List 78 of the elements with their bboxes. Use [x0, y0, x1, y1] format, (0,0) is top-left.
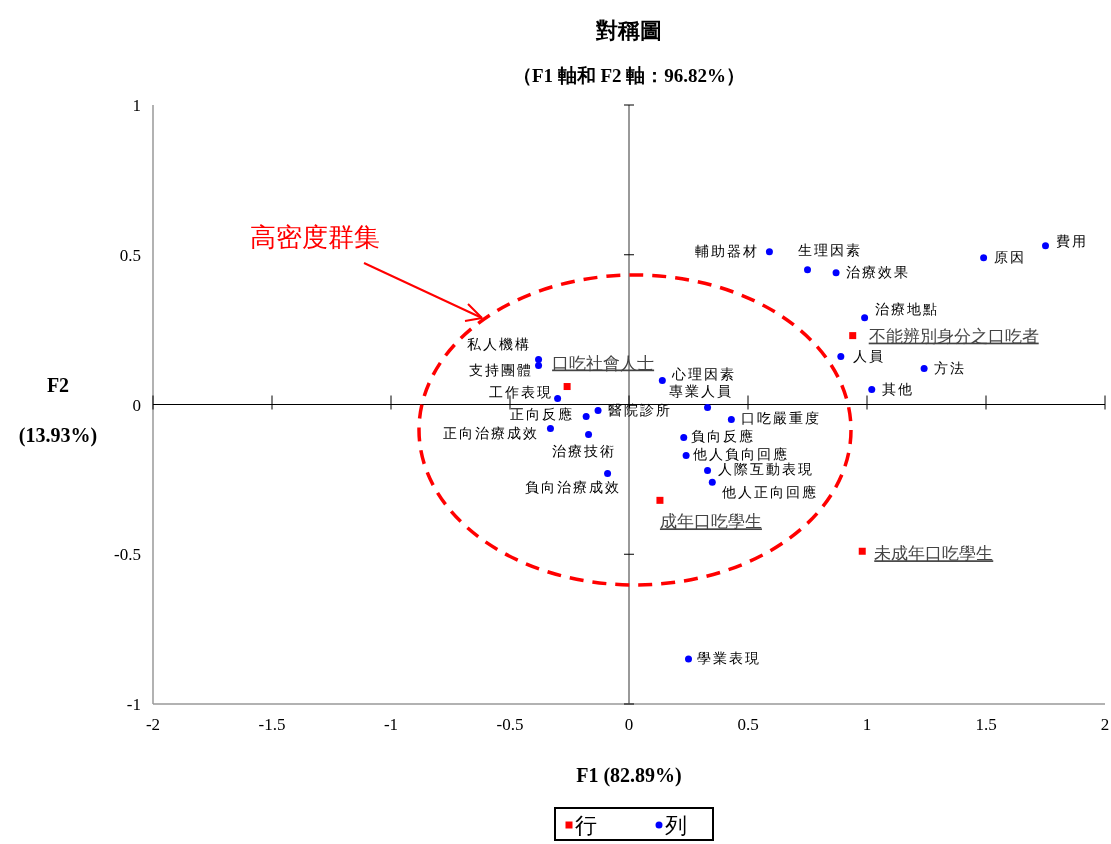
y-tick-label: 1: [132, 96, 141, 115]
point: [727, 415, 735, 423]
point: [656, 496, 664, 504]
point: [1042, 242, 1049, 250]
x-tick-label: 0: [624, 715, 634, 734]
data-label: 心理因素: [671, 366, 737, 382]
data-label: 正向治療成效: [443, 426, 540, 442]
point: [680, 433, 688, 441]
point: [585, 430, 593, 438]
point: [868, 386, 876, 394]
data-label: 其他: [881, 381, 914, 397]
point: [765, 248, 773, 256]
point: [704, 466, 712, 474]
x-tick-label: -2: [145, 715, 161, 734]
data-label: 原因: [993, 249, 1026, 265]
data-label: 方法: [934, 360, 967, 376]
point: [594, 406, 602, 414]
point: [682, 451, 690, 459]
data-label: 負向治療成效: [524, 480, 621, 496]
point: [837, 353, 845, 361]
data-label: 生理因素: [797, 242, 862, 258]
data-label: 他人正向回應: [722, 485, 819, 501]
data-label: 人際互動表現: [717, 462, 814, 478]
data-label: 成年口吃學生: [659, 511, 762, 532]
data-label: 輔助器材: [695, 243, 760, 259]
legend-label: 列: [665, 813, 687, 838]
point: [658, 377, 666, 385]
x-tick-label: 0.5: [737, 715, 759, 734]
x-tick-label: 2: [1100, 715, 1110, 734]
data-label: 人員: [852, 348, 885, 364]
point: [685, 655, 692, 663]
legend-label: 行: [575, 813, 597, 838]
point: [535, 362, 543, 370]
point: [804, 266, 811, 274]
x-tick-label: 1.5: [975, 715, 997, 734]
data-label: 工作表現: [488, 384, 553, 400]
y-tick-label: 0: [132, 395, 141, 415]
point: [604, 469, 612, 477]
data-label: 治療效果: [846, 264, 911, 280]
point: [861, 314, 869, 322]
point: [832, 269, 840, 277]
data-label: 不能辨別身分之口吃者: [868, 325, 1039, 346]
point: [704, 404, 712, 411]
point: [708, 478, 716, 486]
data-label: 支持團體: [468, 362, 533, 378]
point: [563, 383, 571, 391]
x-axis-title: F1 (82.89%): [576, 764, 682, 787]
data-label: 學業表現: [696, 651, 761, 667]
annotation: 高密度群集: [250, 222, 380, 252]
point: [920, 365, 928, 373]
data-label: 私人機構: [466, 336, 531, 352]
data-label: 費用: [1055, 233, 1088, 249]
y-tick-label: 0.5: [119, 245, 141, 265]
point: [535, 356, 543, 364]
point: [582, 412, 590, 420]
point: [849, 332, 857, 340]
text: F2 (13.93%): [18, 374, 98, 446]
data-label: 治療地點: [874, 301, 939, 317]
x-tick-label: -1: [383, 715, 399, 734]
point: [858, 547, 866, 555]
point: [554, 395, 562, 403]
point: [980, 254, 988, 262]
data-label: 正向反應: [510, 407, 575, 423]
data-label: 負向反應: [690, 429, 755, 445]
x-tick-label: -0.5: [496, 715, 524, 734]
x-tick-label: -1.5: [258, 715, 286, 734]
data-label: 他人負向回應: [693, 447, 790, 463]
data-label: 口吃嚴重度: [741, 411, 822, 427]
data-label: 未成年口吃學生: [874, 543, 994, 564]
title: 對稱圖: [596, 18, 662, 43]
x-tick-label: 1: [862, 715, 872, 734]
y-tick-label: -0.5: [114, 545, 141, 565]
subtitle: （F1 軸和 F2 軸：96.82%）: [512, 65, 746, 86]
data-label: 口吃社會人士: [552, 352, 655, 373]
y-tick-label: -1: [126, 695, 141, 714]
point: [546, 424, 554, 432]
data-label: 專業人員: [668, 384, 733, 400]
data-label: 治療技術: [551, 444, 616, 460]
